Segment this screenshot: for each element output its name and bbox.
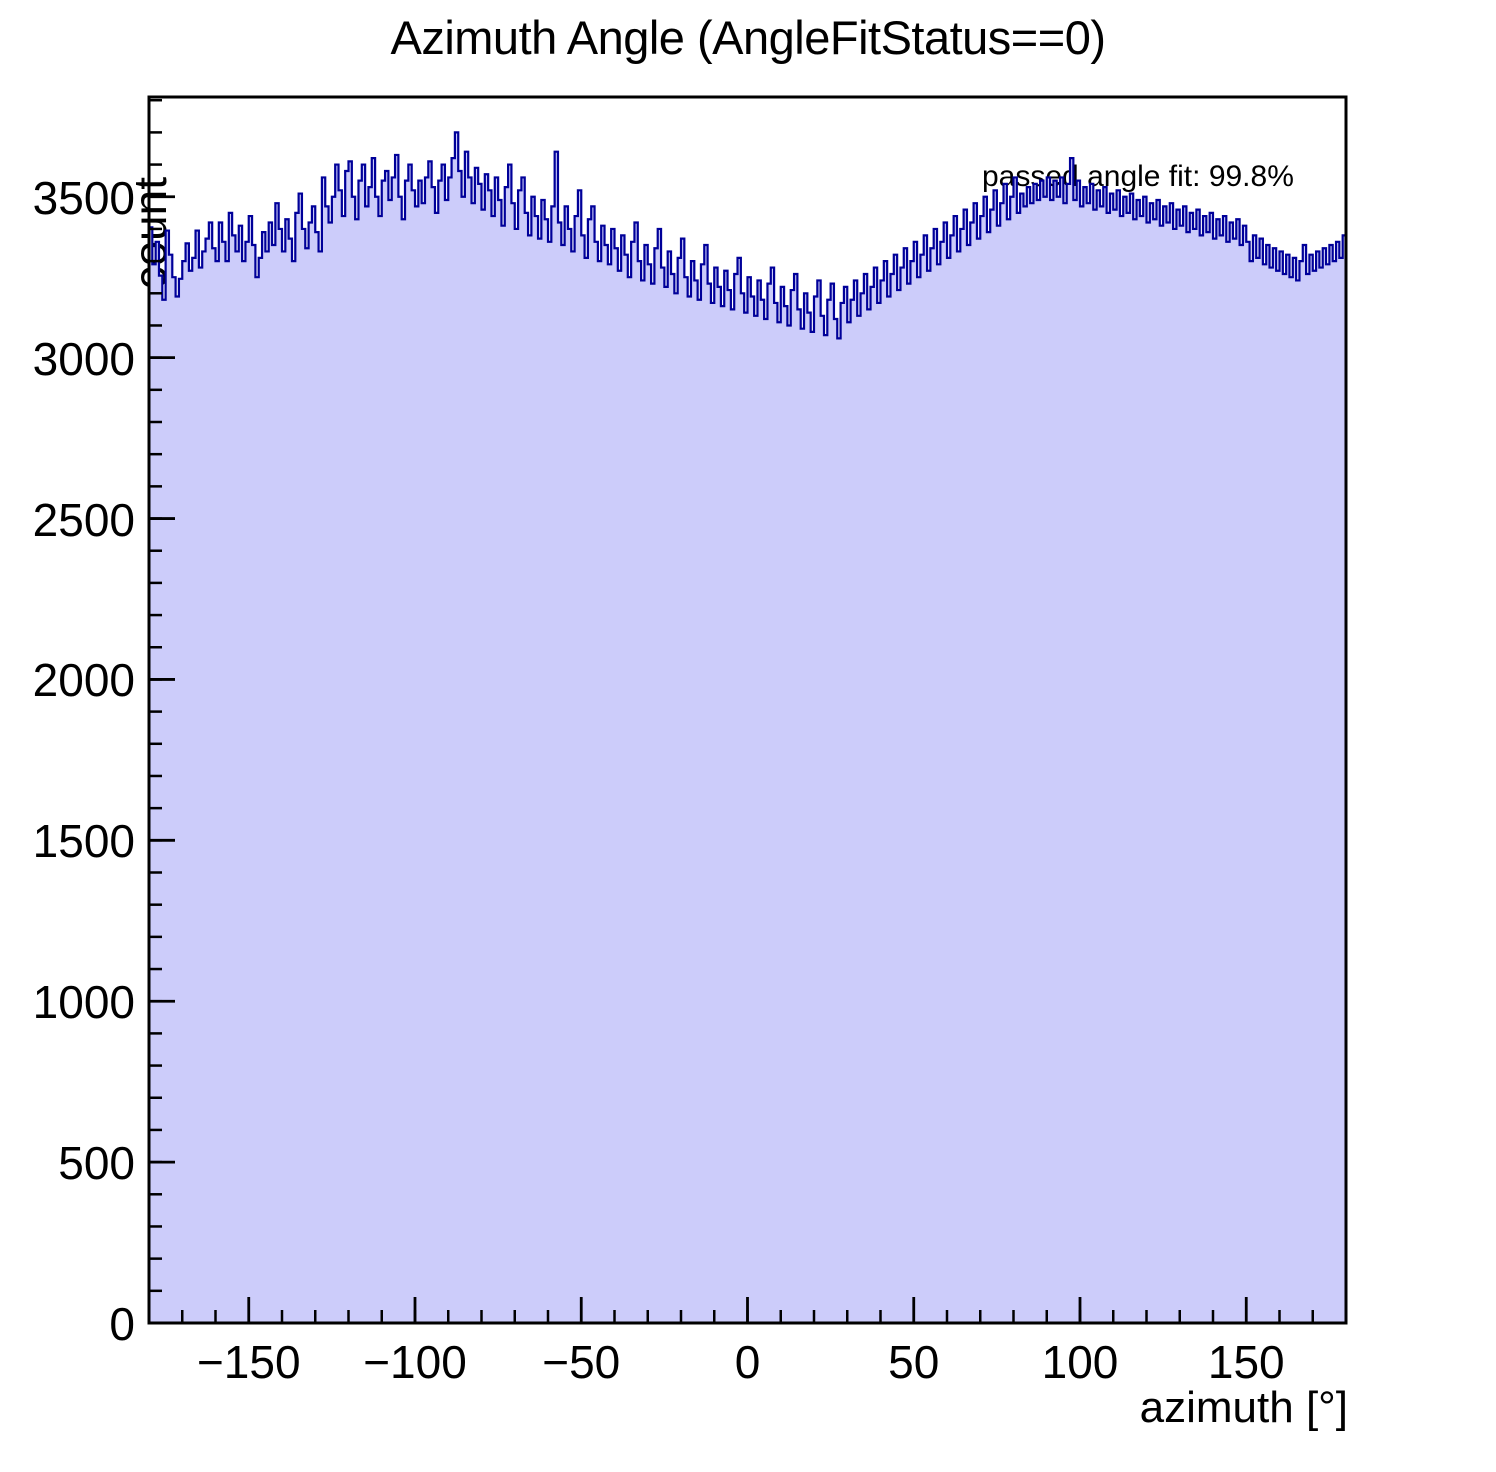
y-tick-label: 2500 (32, 493, 135, 546)
x-tick-label: 150 (1207, 1336, 1285, 1388)
y-tick-label: 0 (109, 1298, 135, 1350)
y-tick-label: 3500 (32, 171, 135, 224)
x-tick-label: 50 (888, 1336, 940, 1388)
y-tick-label: 1500 (32, 815, 135, 868)
y-tick-label: 500 (58, 1137, 135, 1190)
x-tick-label: 100 (1041, 1336, 1119, 1388)
y-tick-label: 1000 (32, 976, 135, 1029)
x-tick-label: −100 (363, 1336, 467, 1388)
x-axis-title: azimuth [°] (1139, 1383, 1348, 1432)
page-title: Azimuth Angle (AngleFitStatus==0) (390, 11, 1106, 64)
y-tick-label: 2000 (32, 654, 135, 707)
y-tick-label: 3000 (32, 332, 135, 385)
histogram-fill (149, 132, 1346, 1323)
x-tick-label: 0 (734, 1336, 761, 1388)
histogram-outline (147, 131, 1346, 340)
x-tick-label: −150 (196, 1336, 301, 1388)
axis-ticks (147, 98, 1348, 1325)
x-tick-label: −50 (542, 1336, 621, 1388)
